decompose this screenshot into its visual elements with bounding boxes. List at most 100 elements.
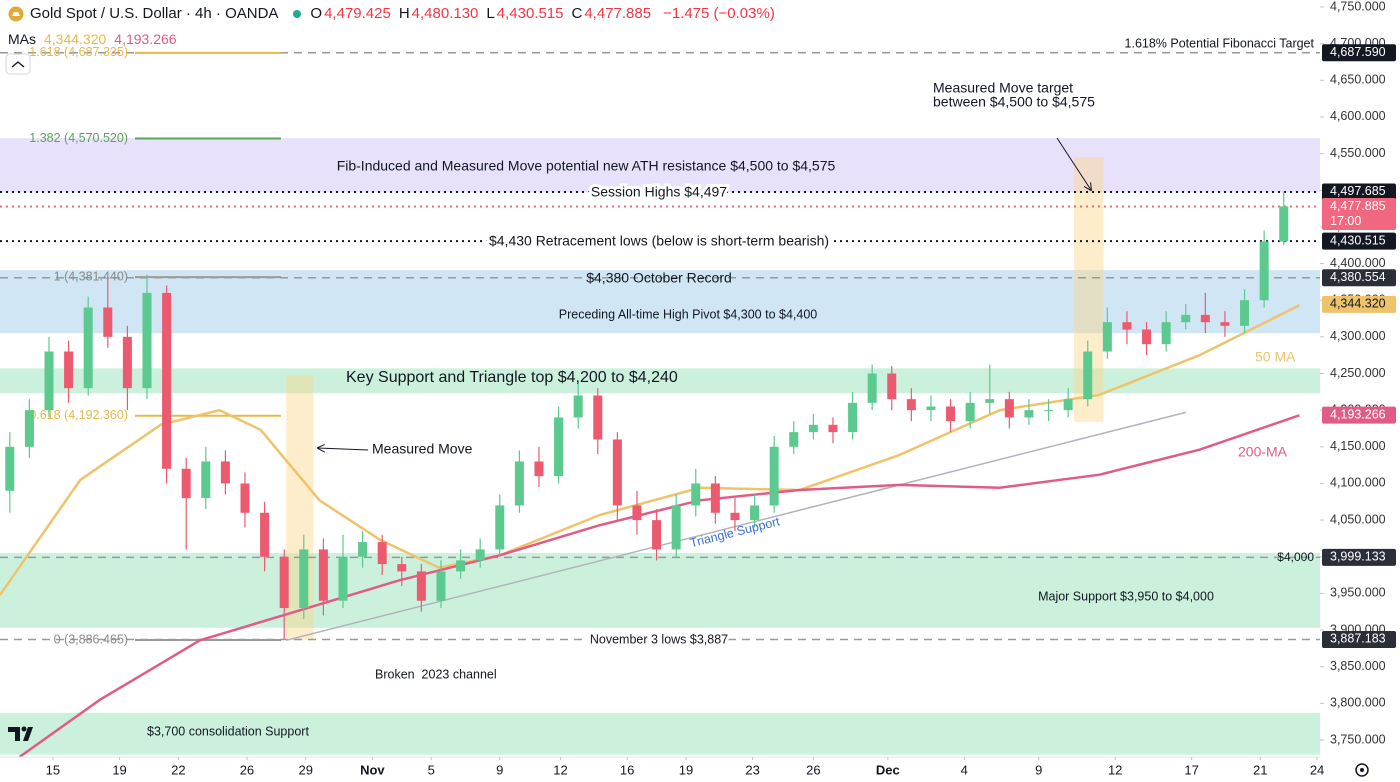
y-tick-label: 4,650.000: [1330, 73, 1386, 87]
zone: [0, 270, 1320, 334]
logo: [8, 726, 33, 741]
price-badge: [1322, 269, 1396, 287]
x-tick-label: Nov: [360, 762, 385, 777]
x-tick-label: 24: [1310, 762, 1324, 777]
annotation: November 3 lows $3,887: [590, 632, 728, 646]
price-badge: [1322, 232, 1396, 250]
y-tick-label: 3,750.000: [1330, 732, 1386, 746]
price-badge: [1322, 548, 1396, 566]
candle-body: [1240, 300, 1250, 326]
candle-body: [162, 292, 172, 469]
candle-body: [495, 505, 505, 550]
axes: 4,750.0004,700.0004,650.0004,600.0004,55…: [46, 0, 1396, 777]
x-tick-label: 26: [240, 762, 254, 777]
zone: [0, 368, 1320, 394]
candle-body: [828, 424, 838, 433]
candle-body: [318, 549, 328, 601]
candle-body: [24, 410, 34, 447]
candle-body: [946, 406, 956, 422]
y-tick-label: 4,600.000: [1330, 109, 1386, 123]
candle-body: [416, 571, 426, 601]
price-badge-label: 3,999.133: [1330, 550, 1386, 564]
price-badge-label: 4,193.266: [1330, 407, 1386, 421]
annotation: Broken 2023 channel: [375, 667, 497, 681]
annotation: 200-MA: [1238, 444, 1288, 460]
annotation: Preceding All-time High Pivot $4,300 to …: [559, 307, 818, 321]
candle-body: [1024, 410, 1034, 418]
annotation: Measured Move: [372, 441, 473, 457]
candle-body: [965, 402, 975, 422]
candle-body: [808, 424, 818, 433]
candle-body: [867, 373, 877, 403]
candle-body: [142, 292, 152, 389]
annotation: Session Highs $4,497: [591, 184, 727, 200]
x-tick-label: 16: [620, 762, 634, 777]
candle-body: [1200, 314, 1210, 323]
x-tick-label: 21: [1253, 762, 1267, 777]
collapse-button[interactable]: [5, 53, 31, 75]
candle-body: [769, 446, 779, 506]
ma-legend-title: MAs: [8, 31, 36, 47]
candle-body: [554, 417, 564, 477]
price-badge-label: 4,344.320: [1330, 297, 1386, 311]
annotation: $4,430 Retracement lows (below is short-…: [489, 233, 829, 249]
status-dot: [293, 9, 302, 18]
settings-button[interactable]: [1355, 763, 1369, 777]
x-tick-label: Dec: [876, 762, 900, 777]
y-tick-label: 4,300.000: [1330, 329, 1386, 343]
candle-body: [671, 505, 681, 550]
ohlc-value: 4,430.515: [496, 5, 564, 22]
fib-label: 1 (4,381.440): [54, 269, 128, 283]
candle-body: [44, 351, 54, 411]
candle-body: [848, 402, 858, 433]
annotation: $3,700 consolidation Support: [147, 724, 309, 738]
candle-body: [456, 560, 466, 572]
candle-body: [691, 483, 701, 506]
ohlc-value: 4,480.130: [411, 5, 479, 22]
candle-body: [397, 564, 407, 572]
zone: [0, 553, 1320, 628]
candle-body: [358, 542, 368, 557]
x-tick-label: 29: [299, 762, 313, 777]
x-tick-label: 12: [553, 762, 567, 777]
candle-body: [652, 520, 662, 550]
candle-body: [240, 483, 250, 513]
y-tick-label: 4,100.000: [1330, 476, 1386, 490]
price-badge: [1322, 183, 1396, 201]
y-tick-label: 4,550.000: [1330, 146, 1386, 160]
annotation: $4,000: [1277, 550, 1314, 564]
candle-body: [730, 512, 740, 521]
candle-body: [534, 461, 544, 477]
candle-body: [632, 505, 642, 521]
ohlc-key: L: [486, 5, 495, 22]
ma-legend-value: 4,344.320: [44, 31, 107, 47]
candle-body: [279, 556, 289, 609]
symbol-header: Gold Spot / U.S. Dollar · 4h · OANDA O 4,…: [8, 5, 775, 22]
y-tick-label: 4,050.000: [1330, 512, 1386, 526]
measured-move-arrows: [318, 137, 1091, 450]
ma-legend-values: 4,344.320 4,193.266: [44, 31, 177, 47]
annotation: Measured Move target: [933, 80, 1073, 96]
triangle-support: [285, 411, 1186, 642]
candle-body: [1181, 314, 1191, 323]
change: −1.475 (−0.03%): [663, 5, 775, 22]
candle-body: [377, 542, 387, 565]
candle-body: [1044, 410, 1054, 412]
candle-body: [750, 505, 760, 521]
ohlc-value: 4,479.425: [324, 5, 391, 22]
price-badge: [1322, 44, 1396, 62]
x-tick-label: 19: [112, 762, 126, 777]
y-tick-label: 3,800.000: [1330, 696, 1386, 710]
candle-body: [338, 556, 348, 601]
candle-body: [1063, 399, 1073, 411]
candle-body: [985, 399, 995, 403]
price-badge-countdown: 17:00: [1330, 214, 1361, 228]
ohlc-key: C: [571, 5, 583, 22]
candle-body: [710, 483, 720, 513]
candle-body: [220, 461, 230, 484]
price-badge-label: 4,497.685: [1330, 184, 1386, 198]
x-tick-label: 5: [428, 762, 435, 777]
annotation: Key Support and Triangle top $4,200 to $…: [346, 369, 678, 386]
